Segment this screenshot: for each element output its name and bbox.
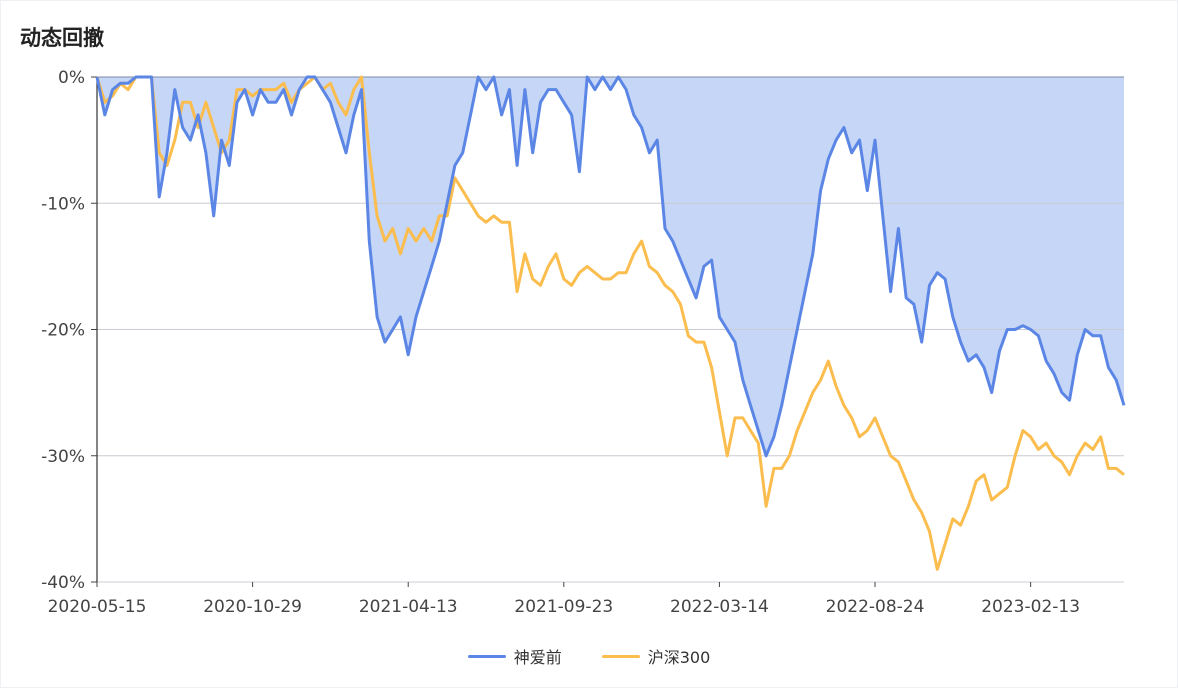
legend-label-fund: 神爱前 xyxy=(513,648,562,667)
fund-line xyxy=(95,75,1126,458)
x-tick-label: 2021-09-23 xyxy=(514,597,613,617)
x-tick-label: 2023-02-13 xyxy=(981,597,1080,617)
legend: 神爱前 沪深300 xyxy=(0,644,1178,668)
legend-swatch-fund xyxy=(467,654,506,658)
x-tick-label: 2022-08-24 xyxy=(826,597,925,617)
legend-item-fund[interactable]: 神爱前 xyxy=(467,644,562,668)
y-tick-label: 0% xyxy=(58,68,85,88)
x-tick-label: 2021-04-13 xyxy=(359,597,458,617)
y-tick-label: -30% xyxy=(41,447,85,467)
x-tick-label: 2022-03-14 xyxy=(670,597,769,617)
legend-swatch-index xyxy=(601,654,640,658)
x-tick-label: 2020-10-29 xyxy=(203,597,302,617)
fund-drawdown-area xyxy=(97,77,1124,456)
y-tick-label: -40% xyxy=(41,573,85,593)
x-tick-label: 2020-05-15 xyxy=(48,597,147,617)
y-tick-label: -10% xyxy=(41,194,85,214)
legend-item-index[interactable]: 沪深300 xyxy=(601,644,711,668)
chart-title: 动态回撤 xyxy=(20,26,104,50)
legend-label-index: 沪深300 xyxy=(647,648,711,667)
index-line xyxy=(95,75,1125,571)
y-tick-label: -20% xyxy=(41,321,85,341)
